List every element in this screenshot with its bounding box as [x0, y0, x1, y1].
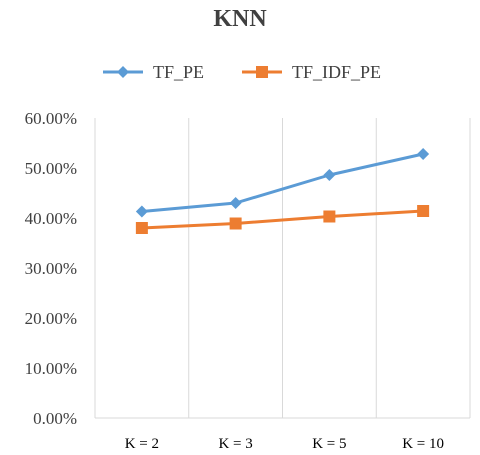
data-point [417, 148, 430, 160]
series-line [141, 152, 424, 213]
y-tick-label: 20.00% [25, 309, 77, 328]
legend-item: TF_IDF_PE [242, 62, 381, 82]
chart-title: KNN [213, 6, 267, 32]
x-tick-label: K = 2 [125, 436, 159, 452]
legend-marker [256, 66, 268, 78]
x-tick-label: K = 3 [218, 436, 252, 452]
legend-item: TF_PE [103, 62, 204, 82]
y-tick-label: 30.00% [25, 259, 77, 278]
data-point [323, 169, 336, 181]
series-line [141, 209, 424, 230]
y-tick-label: 10.00% [25, 359, 77, 378]
axis-layer: 0.00% 10.00% 20.00% 30.00% 40.00% 50.00% 60.00… [25, 109, 470, 452]
y-tick-label: 0.00% [33, 409, 77, 428]
grid-layer [94, 118, 471, 418]
data-point [229, 197, 242, 209]
series-1 [135, 148, 430, 218]
data-point [135, 205, 148, 218]
data-point [229, 217, 242, 230]
x-tick-label: K = 10 [402, 436, 444, 452]
legend: TF_PE TF_IDF_PE [103, 62, 381, 82]
data-point [323, 210, 336, 223]
y-tick-label: 40.00% [25, 209, 77, 228]
y-tick-label: 50.00% [25, 159, 77, 178]
legend-label: TF_IDF_PE [292, 62, 381, 82]
series-layer [135, 148, 430, 234]
data-point [135, 222, 148, 234]
legend-marker [117, 66, 129, 78]
data-point [417, 205, 430, 217]
series-2 [135, 205, 430, 234]
y-tick-label: 60.00% [25, 109, 77, 128]
x-tick-label: K = 5 [312, 436, 346, 452]
legend-label: TF_PE [153, 62, 204, 82]
